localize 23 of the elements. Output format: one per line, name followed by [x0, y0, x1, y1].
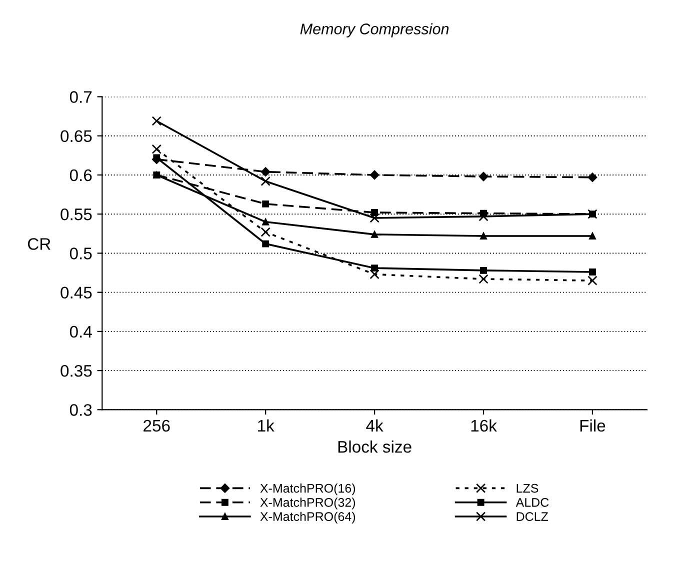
legend-label: DCLZ — [516, 512, 548, 522]
legend-label: X-MatchPRO(16) — [260, 484, 356, 496]
legend-label: ALDC — [516, 498, 549, 507]
x-tick-label: 4k — [366, 419, 384, 432]
x-tick-label: 1k — [258, 419, 274, 432]
x-tick-label: 16k — [471, 419, 497, 432]
y-tick-label: 0.6 — [70, 169, 92, 182]
y-tick-label: 0.3 — [70, 404, 92, 416]
y-tick-label: 0.5 — [70, 248, 92, 260]
y-tick-label: 0.7 — [70, 91, 92, 103]
x-tick-label: 256 — [144, 420, 170, 432]
legend-label: LZS — [516, 484, 538, 493]
x-axis-title: Block size — [338, 440, 412, 453]
y-tick-label: 0.55 — [60, 208, 92, 220]
y-tick-label: 0.45 — [60, 286, 92, 299]
y-tick-label: 0.35 — [60, 364, 92, 377]
y-tick-label: 0.65 — [60, 130, 92, 142]
x-tick-label: File — [580, 419, 606, 432]
legend-label: X-MatchPRO(64) — [260, 512, 356, 524]
chart-title: Memory Compression — [300, 23, 449, 38]
legend-label: X-MatchPRO(32) — [260, 498, 356, 510]
y-axis-title: CR — [28, 238, 50, 250]
y-tick-label: 0.4 — [70, 326, 92, 338]
